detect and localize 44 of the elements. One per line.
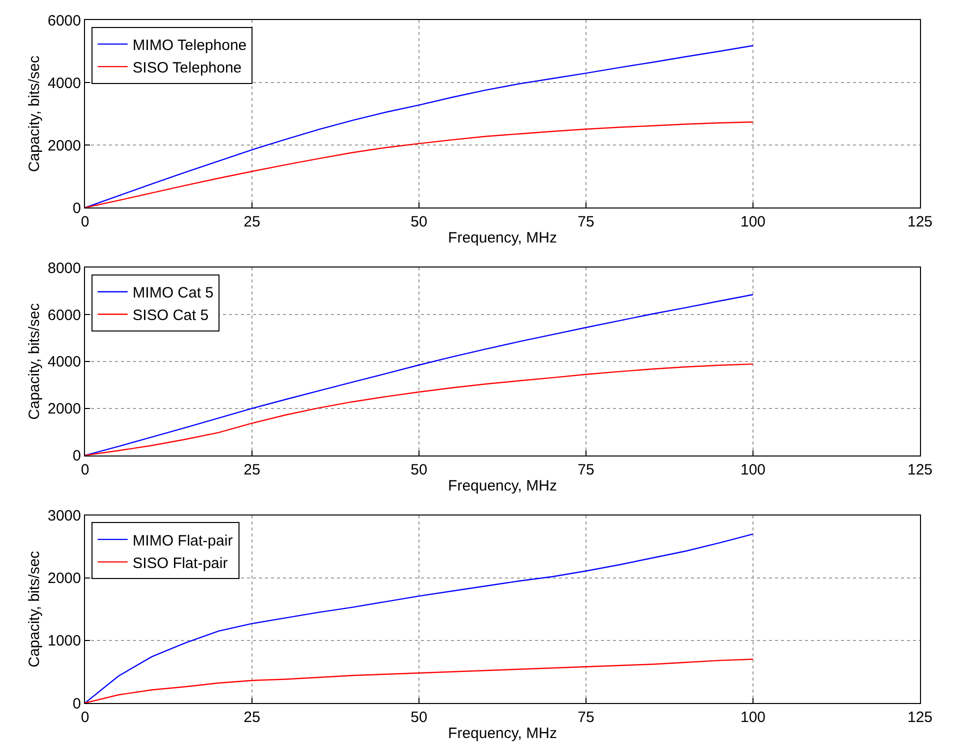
legend-label: MIMO Cat 5 [132,284,214,302]
line-series [85,658,754,703]
y-tick-label: 6000 [48,306,81,324]
y-tick-label: 1000 [48,632,81,650]
legend-label: SISO Flat-pair [132,554,228,572]
y-tick-label: 6000 [48,12,81,30]
line-series [85,363,754,456]
x-tick-label: 125 [907,214,933,231]
x-axis-title: Frequency, MHz [448,230,557,247]
x-tick-label: 125 [907,709,933,726]
x-tick-label: 50 [410,214,428,231]
x-tick-label: 75 [578,214,594,231]
x-tick-label: 50 [410,709,428,726]
x-tick-label: 25 [244,214,260,231]
x-tick-label: 25 [244,709,260,726]
y-tick-label: 4000 [48,354,81,371]
x-tick-label: 125 [907,461,933,478]
x-tick-label: 100 [740,461,766,478]
y-tick-label: 2000 [48,400,81,418]
y-tick-label: 3000 [48,508,81,525]
y-axis-title: Capacity, bits/sec [26,55,43,172]
y-axis-title: Capacity, bits/sec [26,550,43,668]
y-tick-label: 4000 [48,74,81,92]
x-tick-label: 100 [740,214,766,231]
x-axis-title: Frequency, MHz [448,477,557,494]
y-tick-label: 0 [72,695,81,712]
y-tick-label: 2000 [48,137,81,154]
x-tick-label: 50 [410,461,428,478]
x-tick-label: 25 [244,461,260,478]
line-series [85,121,754,208]
legend-label: MIMO Flat-pair [132,532,233,550]
x-tick-label: 100 [740,709,766,726]
x-axis-title: Frequency, MHz [448,725,557,742]
line-series [85,534,754,703]
x-tick-label: 75 [578,709,594,726]
legend-label: SISO Telephone [132,59,242,76]
y-tick-label: 2000 [48,570,81,588]
legend-label: MIMO Telephone [132,36,247,54]
y-axis-title: Capacity, bits/sec [26,302,43,420]
y-tick-label: 0 [72,448,81,465]
x-tick-label: 75 [578,461,594,478]
y-tick-label: 0 [72,200,81,217]
y-tick-label: 8000 [48,260,81,277]
legend-label: SISO Cat 5 [132,307,209,324]
